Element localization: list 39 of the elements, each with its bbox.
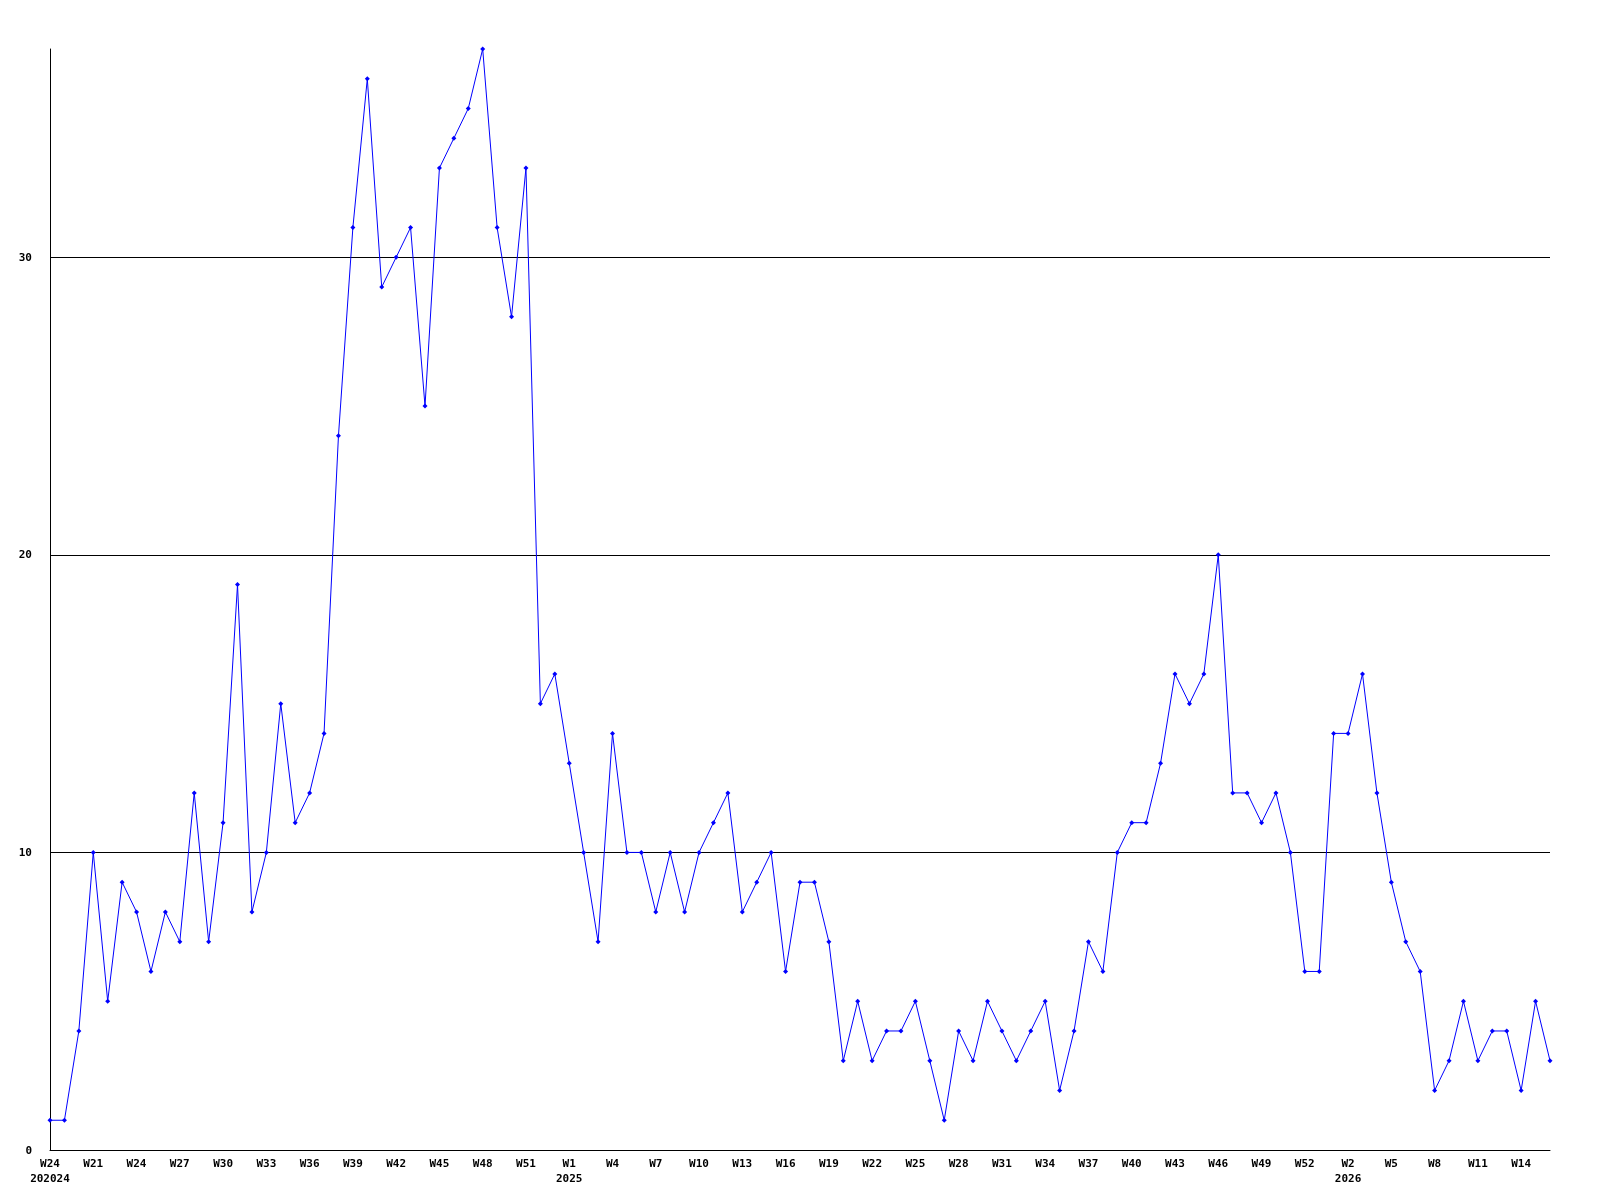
y-tick-label: 10: [18, 845, 32, 859]
x-tick-label: W45: [429, 1157, 450, 1170]
y-tick-label: 20: [18, 548, 32, 562]
x-tick-label: W11: [1467, 1157, 1489, 1170]
x-tick-label: W28: [948, 1157, 969, 1170]
x-tick-label: W25: [905, 1157, 926, 1170]
y-tick-label: 0: [25, 1143, 32, 1157]
x-tick-label: W24 202024: [30, 1157, 71, 1185]
x-tick-label: W10: [689, 1157, 709, 1170]
x-tick-label: W51: [516, 1157, 537, 1170]
x-tick-label: W43: [1165, 1157, 1185, 1170]
x-tick-label: W14: [1511, 1157, 1532, 1170]
x-tick-label: W31: [991, 1157, 1013, 1170]
x-tick-label: W30: [213, 1157, 234, 1170]
x-tick-label: W16: [775, 1157, 796, 1170]
x-tick-label: W52: [1294, 1157, 1315, 1170]
x-tick-label: W13: [732, 1157, 753, 1170]
x-tick-label: W40: [1121, 1157, 1142, 1170]
x-tick-label: W27: [169, 1157, 190, 1170]
x-tick-label: W22: [862, 1157, 883, 1170]
x-tick-label: W33: [256, 1157, 277, 1170]
x-tick-label: W48: [472, 1157, 493, 1170]
x-tick-label: W2 2026: [1334, 1157, 1362, 1185]
x-tick-label: W34: [1035, 1157, 1056, 1170]
x-tick-label: W39: [342, 1157, 363, 1170]
x-tick-label: W46: [1208, 1157, 1229, 1170]
x-tick-label: W37: [1078, 1157, 1099, 1170]
x-tick-label: W36: [299, 1157, 320, 1170]
x-tick-label: W19: [818, 1157, 839, 1170]
x-tick-label: W4: [605, 1157, 620, 1170]
x-tick-label: W7: [649, 1157, 663, 1170]
x-tick-label: W5: [1384, 1157, 1398, 1170]
x-tick-label: W24: [126, 1157, 147, 1170]
x-tick-label: W49: [1251, 1157, 1272, 1170]
x-tick-label: W8: [1427, 1157, 1442, 1170]
x-tick-label: W21: [83, 1157, 104, 1170]
y-tick-label: 30: [18, 250, 32, 264]
x-tick-label: W42: [386, 1157, 407, 1170]
x-tick-label: W1 2025: [555, 1157, 583, 1185]
